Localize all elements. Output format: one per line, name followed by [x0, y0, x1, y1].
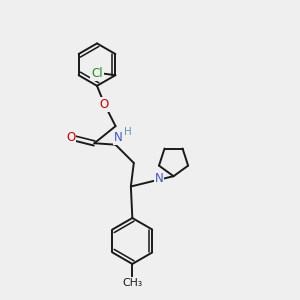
Text: O: O [66, 131, 75, 144]
Text: O: O [100, 98, 109, 111]
Text: N: N [154, 172, 163, 185]
Text: N: N [114, 131, 123, 144]
Text: Cl: Cl [91, 67, 103, 80]
Text: H: H [124, 127, 132, 137]
Text: CH₃: CH₃ [122, 278, 142, 288]
